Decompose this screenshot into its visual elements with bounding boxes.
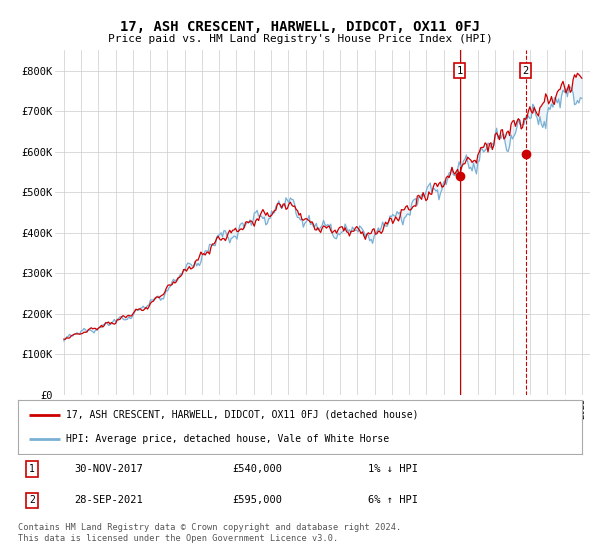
- Text: 17, ASH CRESCENT, HARWELL, DIDCOT, OX11 0FJ (detached house): 17, ASH CRESCENT, HARWELL, DIDCOT, OX11 …: [66, 410, 418, 420]
- Text: Contains HM Land Registry data © Crown copyright and database right 2024.
This d: Contains HM Land Registry data © Crown c…: [18, 524, 401, 543]
- Text: 30-NOV-2017: 30-NOV-2017: [74, 464, 143, 474]
- Text: 6% ↑ HPI: 6% ↑ HPI: [368, 496, 418, 506]
- Text: 2: 2: [29, 496, 35, 506]
- Text: 17, ASH CRESCENT, HARWELL, DIDCOT, OX11 0FJ: 17, ASH CRESCENT, HARWELL, DIDCOT, OX11 …: [120, 20, 480, 34]
- Text: £595,000: £595,000: [232, 496, 283, 506]
- Text: 1% ↓ HPI: 1% ↓ HPI: [368, 464, 418, 474]
- Text: £540,000: £540,000: [232, 464, 283, 474]
- Text: 2: 2: [523, 66, 529, 76]
- Text: HPI: Average price, detached house, Vale of White Horse: HPI: Average price, detached house, Vale…: [66, 434, 389, 444]
- Text: 1: 1: [29, 464, 35, 474]
- Text: 1: 1: [457, 66, 463, 76]
- Text: Price paid vs. HM Land Registry's House Price Index (HPI): Price paid vs. HM Land Registry's House …: [107, 34, 493, 44]
- Text: 28-SEP-2021: 28-SEP-2021: [74, 496, 143, 506]
